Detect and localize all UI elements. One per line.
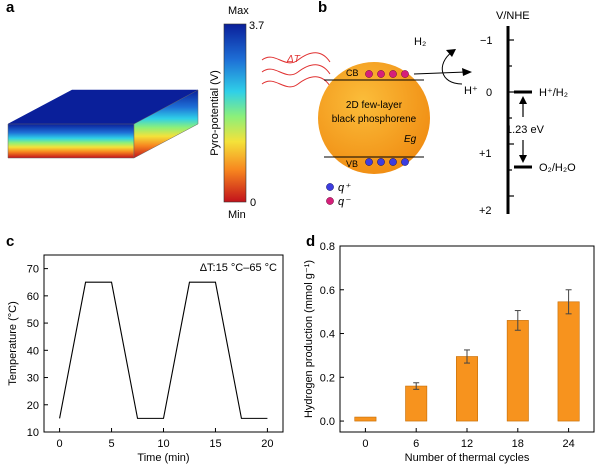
c-ytick-label: 40	[27, 345, 39, 357]
panel-letter-d: d	[306, 233, 316, 250]
gap-label: 1.23 eV	[506, 124, 545, 136]
colorbar-axis-label: Pyro-potential (V)	[209, 70, 221, 156]
c-ytick-label: 30	[27, 373, 39, 385]
qminus-dot	[365, 70, 373, 78]
nhe-ticks	[508, 39, 514, 197]
sphere-line-2: black phosphorene	[332, 114, 417, 125]
legend-qplus-label: q⁺	[338, 182, 351, 194]
bar	[557, 301, 580, 422]
nhe-axis-title: V/NHE	[496, 10, 530, 22]
colorbar-max-value: 3.7	[249, 20, 264, 32]
qplus-dot	[401, 158, 409, 166]
c-ytick-label: 70	[27, 264, 39, 276]
chart-c-frame	[43, 254, 284, 433]
o2-h2o-label: O₂/H₂O	[539, 162, 576, 174]
qplus-dot	[365, 158, 373, 166]
chart-c-ylabel: Temperature (°C)	[7, 301, 19, 385]
heat-wave-1	[261, 52, 331, 64]
block-right-face	[133, 89, 199, 159]
d-xtick-label: 0	[362, 438, 368, 450]
legend-qminus-label: q⁻	[338, 196, 351, 208]
c-xtick-label: 20	[261, 438, 273, 450]
heat-wave-2	[261, 64, 331, 76]
d-ytick-label: 0.8	[320, 241, 335, 253]
gap-arrow-down-head	[519, 155, 527, 163]
h2-label: H₂	[414, 36, 426, 48]
phosphorene-sphere	[318, 62, 430, 174]
qplus-dot	[389, 158, 397, 166]
bar	[354, 416, 377, 422]
nhe-tick-pos1: +1	[479, 148, 492, 160]
bar	[506, 320, 529, 422]
chart-c-annotation: ΔT:15 °C–65 °C	[200, 262, 277, 274]
electron-arrow	[413, 71, 467, 75]
cb-charges	[365, 70, 409, 78]
legend-qminus-dot	[326, 197, 334, 205]
nhe-tick-pos2: +2	[479, 205, 492, 217]
panel-letter-c: c	[6, 233, 15, 250]
colorbar-max-label: Max	[228, 5, 249, 17]
hplus-label: H⁺	[464, 85, 478, 97]
qminus-dot	[389, 70, 397, 78]
chart-d-ylabel: Hydrogen production (mmol g⁻¹)	[303, 260, 315, 418]
chart-d-xlabel: Number of thermal cycles	[405, 452, 530, 464]
bar	[456, 356, 478, 422]
h-reduction-arrow	[441, 51, 463, 85]
c-xtick-label: 15	[209, 438, 221, 450]
qminus-dot	[401, 70, 409, 78]
vb-charges	[365, 158, 409, 166]
d-xtick-label: 18	[512, 438, 524, 450]
vb-label: VB	[346, 159, 358, 169]
temperature-series-line	[59, 281, 268, 419]
heat-wave-3	[261, 76, 331, 88]
legend-qplus-dot	[326, 183, 334, 191]
chart-c-xlabel: Time (min)	[137, 452, 189, 464]
colorbar-min-label: Min	[228, 209, 246, 221]
panel-letter-b: b	[318, 0, 328, 16]
d-ytick-label: 0.2	[320, 372, 335, 384]
c-ytick-label: 50	[27, 318, 39, 330]
d-xtick-label: 24	[562, 438, 574, 450]
qminus-dot	[377, 70, 385, 78]
c-ytick-label: 10	[27, 427, 39, 439]
panel-letter-a: a	[6, 0, 15, 16]
cb-label: CB	[346, 68, 359, 78]
electron-arrow-head	[462, 68, 472, 76]
d-ytick-label: 0.6	[320, 285, 335, 297]
colorbar-min-value: 0	[250, 197, 256, 209]
c-xtick-label: 10	[157, 438, 169, 450]
nhe-tick-neg1: −1	[480, 35, 493, 47]
c-ytick-label: 60	[27, 291, 39, 303]
bar	[405, 385, 428, 422]
eg-label: Eg	[404, 134, 417, 145]
colorbar	[223, 23, 247, 203]
d-xtick-label: 6	[413, 438, 419, 450]
d-xtick-label: 12	[461, 438, 473, 450]
delta-t-label: ΔT	[286, 54, 301, 65]
qplus-dot	[377, 158, 385, 166]
c-xtick-label: 0	[57, 438, 63, 450]
h-reduction-arrow-head	[446, 49, 456, 57]
c-ytick-label: 20	[27, 400, 39, 412]
hplus-h2-label: H⁺/H₂	[539, 87, 568, 99]
chart-d-frame	[339, 245, 595, 433]
c-xtick-label: 5	[108, 438, 114, 450]
d-ytick-label: 0.0	[320, 416, 335, 428]
sphere-line-1: 2D few-layer	[346, 100, 403, 111]
gap-arrow-up-head	[519, 96, 527, 104]
d-ytick-label: 0.4	[320, 329, 335, 341]
nhe-tick-0: 0	[486, 87, 492, 99]
